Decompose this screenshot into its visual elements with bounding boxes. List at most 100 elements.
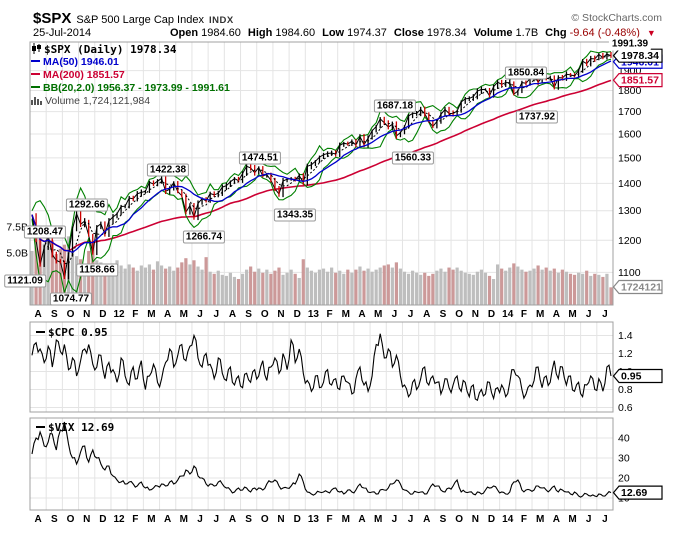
month-label: S xyxy=(245,309,252,320)
month-label: N xyxy=(83,309,90,320)
volume-bar xyxy=(390,267,394,305)
axis-tick-label: 1700 xyxy=(618,106,642,118)
month-label: M xyxy=(536,309,544,320)
month-label: F xyxy=(521,309,527,320)
volume-bar xyxy=(467,273,471,305)
month-label: S xyxy=(51,514,58,525)
volume-bar xyxy=(512,263,516,305)
volume-bar xyxy=(216,270,220,305)
legend-volume-label: Volume 1,724,121,984 xyxy=(45,95,151,107)
volume-bar xyxy=(431,273,435,305)
volume-bar xyxy=(281,274,285,305)
month-label: J xyxy=(586,514,592,525)
cpc-line-icon xyxy=(36,331,45,333)
volume-bar xyxy=(585,270,589,305)
stockcharts-copyright-link[interactable]: © StockCharts.com xyxy=(571,12,662,24)
volume-bar xyxy=(548,270,552,305)
month-label: D xyxy=(294,309,301,320)
volume-bar xyxy=(317,269,322,305)
volume-bar xyxy=(552,268,556,305)
volume-bar xyxy=(415,272,419,305)
axis-tick-label: 1100 xyxy=(618,267,641,279)
month-label: A xyxy=(553,514,560,525)
panel-border xyxy=(29,321,614,413)
volume-bar xyxy=(79,259,83,305)
price-annotation: 1560.33 xyxy=(391,151,435,165)
volume-bar xyxy=(487,275,492,305)
volume-bar xyxy=(176,267,180,305)
month-label: J xyxy=(213,309,219,320)
month-label: S xyxy=(245,514,252,525)
volume-bar xyxy=(386,264,390,305)
month-label: F xyxy=(327,514,333,525)
volume-bar xyxy=(232,276,237,305)
month-label: M xyxy=(180,514,188,525)
price-tag-label: 1978.34 xyxy=(621,50,659,62)
volume-bar xyxy=(589,275,593,305)
volume-bar xyxy=(560,269,564,305)
volume-bar xyxy=(374,269,378,305)
month-label: D xyxy=(488,514,495,525)
volume-bar xyxy=(342,273,346,305)
volume-bar xyxy=(406,273,411,305)
month-label: 13 xyxy=(308,309,320,320)
volume-bar xyxy=(402,271,407,305)
volume-bar xyxy=(245,269,249,305)
axis-tick-label: 1600 xyxy=(618,129,642,141)
volume-bar xyxy=(208,271,212,305)
month-label: J xyxy=(408,309,414,320)
volume-bar xyxy=(127,264,131,305)
month-label: N xyxy=(277,309,284,320)
axis-tick-label: 1.2 xyxy=(618,348,633,360)
cpc-legend: $CPC 0.95 xyxy=(36,326,108,339)
volume-bar xyxy=(155,261,160,305)
axis-tick-label: 1400 xyxy=(618,178,642,190)
month-label: M xyxy=(374,309,382,320)
volume-bar xyxy=(536,265,540,305)
symbol-name: S&P 500 Large Cap Index xyxy=(76,14,204,26)
volume-bar xyxy=(265,269,269,305)
volume-bar xyxy=(99,262,103,305)
price-annotation: 1074.77 xyxy=(49,292,93,306)
volume-bar xyxy=(556,272,560,305)
volume-bar xyxy=(135,270,139,305)
volume-axis-label: 5.0B xyxy=(6,248,28,260)
volume-bar xyxy=(151,269,156,305)
volume-bar xyxy=(257,268,261,305)
volume-bar xyxy=(338,270,342,305)
month-label: O xyxy=(261,514,269,525)
price-annotation: 1158.66 xyxy=(76,263,118,277)
panel-border xyxy=(29,41,614,306)
month-label: F xyxy=(521,514,527,525)
volume-bar xyxy=(313,272,318,305)
panel-border xyxy=(29,417,614,511)
ma50-line-icon xyxy=(31,60,40,62)
month-label: F xyxy=(132,309,138,320)
axis-tick-label: 1800 xyxy=(618,85,642,97)
volume-axis-label: 7.5B xyxy=(6,222,28,234)
cpc-line xyxy=(31,333,612,402)
volume-bar xyxy=(273,270,277,305)
volume-bar xyxy=(451,269,455,305)
volume-bar xyxy=(103,267,107,305)
volume-bar xyxy=(609,287,613,305)
volume-bar xyxy=(463,272,467,305)
legend-volume-row: Volume 1,724,121,984 xyxy=(31,95,230,108)
month-label: D xyxy=(488,309,495,320)
month-label: M xyxy=(180,309,188,320)
volume-bar xyxy=(119,265,123,305)
month-label: O xyxy=(67,514,75,525)
volume-bar xyxy=(358,266,362,305)
volume-bar xyxy=(435,270,439,305)
volume-bar xyxy=(293,273,297,305)
legend-bb-row: BB(20,2.0) 1956.37 - 1973.99 - 1991.61 xyxy=(31,82,230,95)
volume-bar xyxy=(419,274,423,305)
volume-bar xyxy=(289,269,293,305)
price-tag-label: 1724121 xyxy=(621,282,662,294)
volume-bar xyxy=(261,272,265,305)
volume-bar xyxy=(277,267,281,305)
price-annotation: 1208.47 xyxy=(23,225,67,239)
month-label: S xyxy=(440,309,447,320)
axis-tick-label: 30 xyxy=(618,453,630,465)
month-label: M xyxy=(536,514,544,525)
